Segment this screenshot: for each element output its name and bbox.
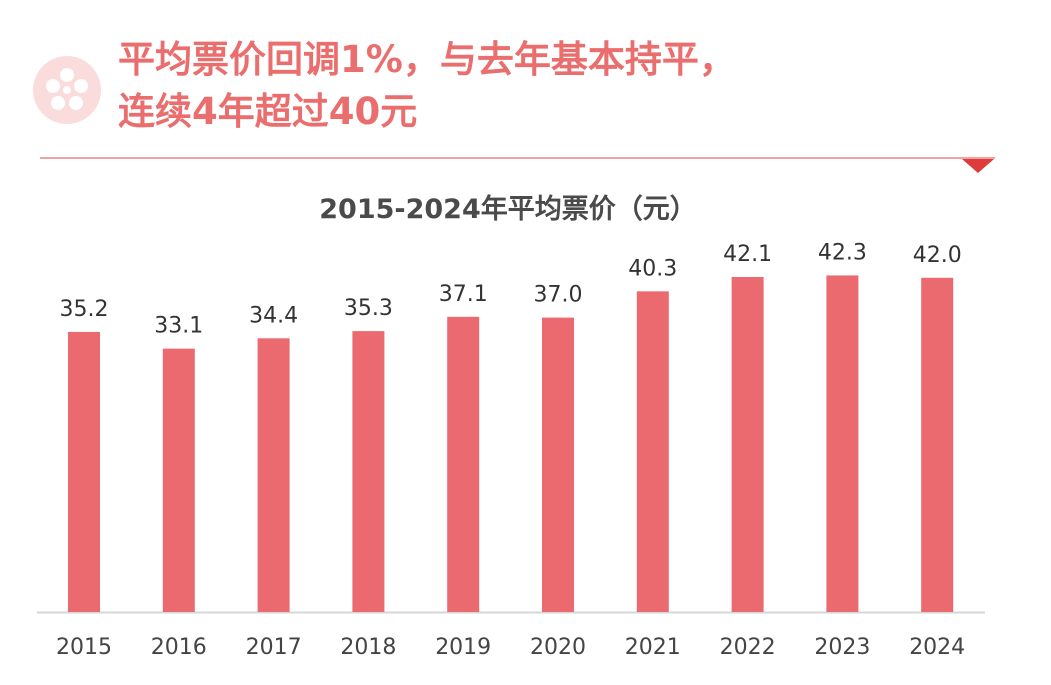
bar-2020 [542, 317, 574, 612]
headline-line-2: 连续4年超过40元 [118, 90, 418, 133]
x-tick-2020: 2020 [530, 635, 586, 660]
data-label-2021: 40.3 [628, 256, 677, 281]
data-label-2022: 42.1 [723, 242, 772, 267]
header-divider [40, 157, 995, 159]
x-tick-2018: 2018 [340, 635, 396, 660]
bar-2021 [636, 291, 669, 612]
bar-2018 [352, 331, 385, 612]
film-reel-icon [33, 56, 101, 124]
bar-2024 [921, 277, 954, 612]
data-label-2024: 42.0 [913, 243, 962, 268]
bar-2023 [826, 275, 859, 612]
x-tick-2019: 2019 [435, 635, 491, 660]
bar-chart: 35.2 2015 33.1 2016 34.4 2017 35.3 2018 37.1 2019… [37, 240, 985, 660]
data-label-2017: 34.4 [249, 303, 298, 328]
x-tick-2022: 2022 [720, 635, 776, 660]
bar-2022 [731, 277, 764, 612]
data-label-2020: 37.0 [534, 283, 583, 308]
x-tick-2016: 2016 [151, 635, 207, 660]
bar-2015 [68, 331, 100, 612]
headline: 平均票价回调1%，与去年基本持平， 连续4年超过40元 [118, 34, 978, 138]
data-label-2018: 35.3 [344, 296, 393, 321]
data-label-2015: 35.2 [60, 297, 109, 322]
headline-line-1: 平均票价回调1%，与去年基本持平， [118, 38, 736, 81]
bar-2016 [162, 348, 195, 612]
x-tick-2017: 2017 [246, 635, 302, 660]
x-tick-2015: 2015 [56, 635, 112, 660]
x-tick-2021: 2021 [625, 635, 681, 660]
x-tick-2024: 2024 [909, 635, 965, 660]
bar-2019 [447, 316, 480, 612]
data-label-2019: 37.1 [439, 282, 488, 307]
divider-arrow-icon [962, 159, 994, 173]
chart-title: 2015-2024年平均票价（元） [319, 194, 697, 225]
bar-2017 [257, 338, 290, 612]
x-tick-2023: 2023 [814, 635, 870, 660]
data-label-2016: 33.1 [154, 314, 203, 339]
data-label-2023: 42.3 [818, 240, 867, 265]
